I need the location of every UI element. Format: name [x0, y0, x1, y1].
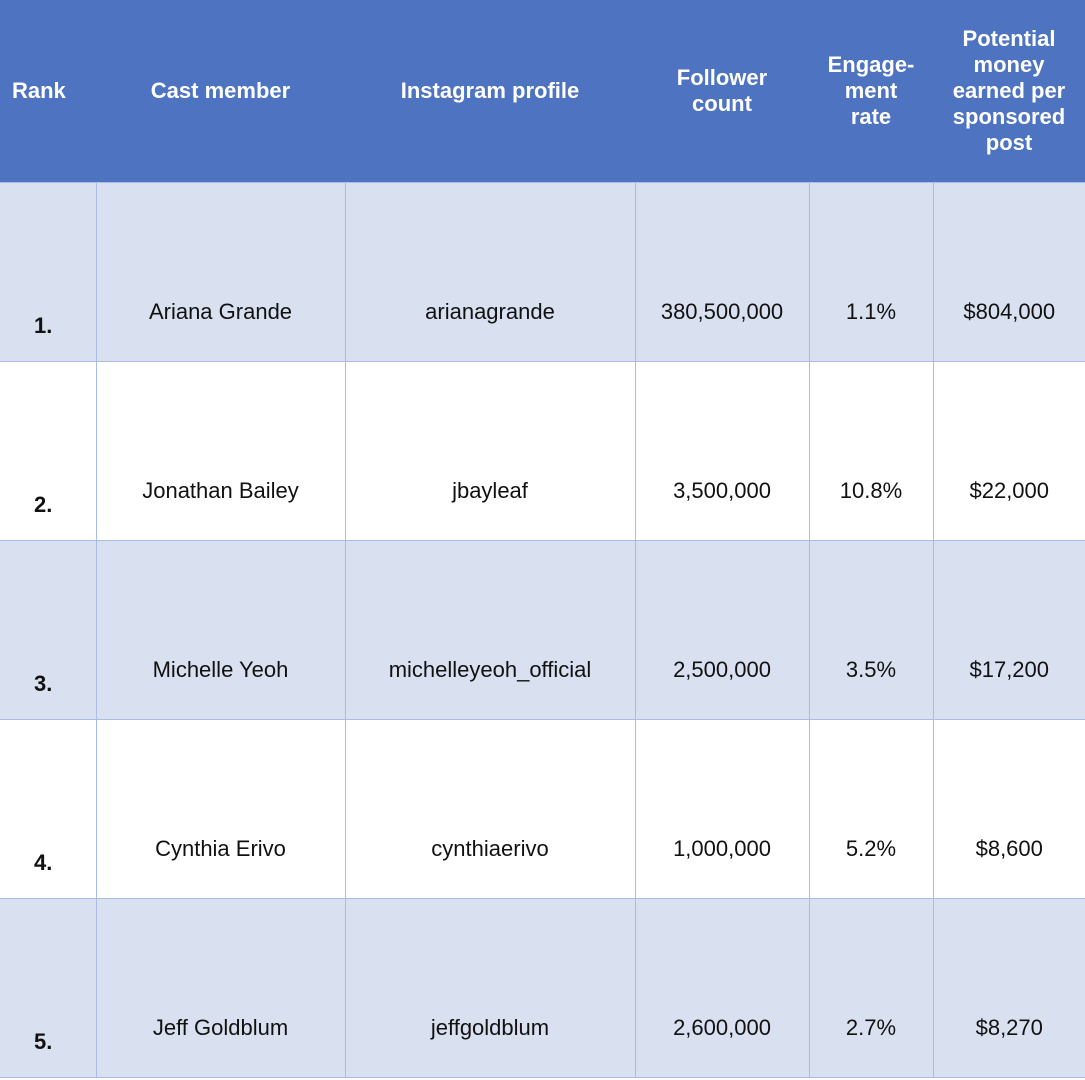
instagram-profile-cell: jeffgoldblum: [344, 897, 636, 1078]
table-row: 3. Michelle Yeoh michelleyeoh_official 2…: [0, 539, 1085, 720]
header-engagement-rate-line: ment: [844, 77, 898, 103]
follower-count-cell: 380,500,000: [634, 181, 810, 362]
engagement-rate-cell: 10.8%: [808, 360, 934, 541]
header-follower-count-line: count: [692, 90, 752, 116]
cast-member-cell: Cynthia Erivo: [95, 718, 346, 899]
table-row: 1. Ariana Grande arianagrande 380,500,00…: [0, 181, 1085, 362]
follower-count-cell: 2,500,000: [634, 539, 810, 720]
header-potential-money-line: post: [985, 129, 1033, 155]
table-row: 4. Cynthia Erivo cynthiaerivo 1,000,000 …: [0, 718, 1085, 899]
instagram-profile-cell: jbayleaf: [344, 360, 636, 541]
header-engagement-rate-line: Engage-: [827, 51, 915, 77]
instagram-profile-cell: michelleyeoh_official: [344, 539, 636, 720]
header-instagram-profile: Instagram profile: [345, 0, 635, 182]
cast-member-cell: Jeff Goldblum: [95, 897, 346, 1078]
rank-cell: 2.: [0, 360, 97, 541]
header-potential-money-line: earned per: [952, 77, 1066, 103]
money-cell: $22,000: [932, 360, 1085, 541]
engagement-rate-cell: 5.2%: [808, 718, 934, 899]
money-cell: $17,200: [932, 539, 1085, 720]
table-header: Rank Cast member Instagram profile Follo…: [0, 0, 1085, 182]
header-row: Rank Cast member Instagram profile Follo…: [0, 0, 1085, 182]
header-engagement-rate: Engage- ment rate: [809, 0, 933, 182]
header-engagement-rate-line: rate: [850, 103, 892, 129]
engagement-rate-cell: 1.1%: [808, 181, 934, 362]
rank-cell: 1.: [0, 181, 97, 362]
follower-count-cell: 3,500,000: [634, 360, 810, 541]
money-cell: $8,270: [932, 897, 1085, 1078]
header-cast-member: Cast member: [96, 0, 345, 182]
follower-count-cell: 2,600,000: [634, 897, 810, 1078]
table-row: 2. Jonathan Bailey jbayleaf 3,500,000 10…: [0, 360, 1085, 541]
follower-count-cell: 1,000,000: [634, 718, 810, 899]
rank-cell: 3.: [0, 539, 97, 720]
instagram-profile-cell: cynthiaerivo: [344, 718, 636, 899]
header-follower-count: Follower count: [635, 0, 809, 182]
instagram-profile-cell: arianagrande: [344, 181, 636, 362]
cast-member-cell: Michelle Yeoh: [95, 539, 346, 720]
table-row: 5. Jeff Goldblum jeffgoldblum 2,600,000 …: [0, 897, 1085, 1078]
engagement-rate-cell: 3.5%: [808, 539, 934, 720]
rank-cell: 5.: [0, 897, 97, 1078]
table-body: 1. Ariana Grande arianagrande 380,500,00…: [0, 181, 1085, 1078]
engagement-rate-cell: 2.7%: [808, 897, 934, 1078]
header-rank: Rank: [0, 0, 96, 182]
money-cell: $804,000: [932, 181, 1085, 362]
rank-cell: 4.: [0, 718, 97, 899]
header-potential-money-line: Potential: [962, 25, 1056, 51]
header-potential-money: Potential money earned per sponsored pos…: [933, 0, 1085, 182]
cast-member-cell: Jonathan Bailey: [95, 360, 346, 541]
header-potential-money-line: money: [973, 51, 1045, 77]
header-potential-money-line: sponsored: [952, 103, 1066, 129]
money-cell: $8,600: [932, 718, 1085, 899]
header-follower-count-line: Follower: [676, 64, 768, 90]
cast-member-cell: Ariana Grande: [95, 181, 346, 362]
